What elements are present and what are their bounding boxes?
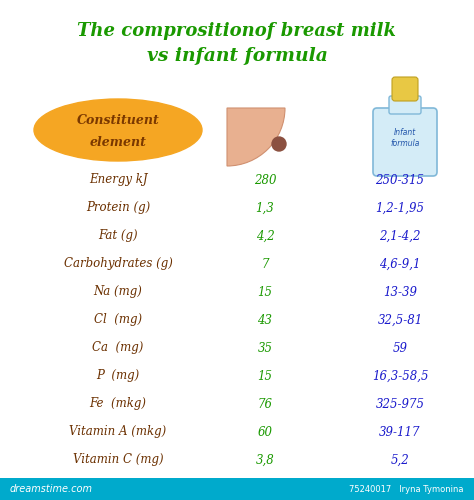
Text: Vitamin C (mg): Vitamin C (mg) (73, 454, 164, 466)
Text: 3,8: 3,8 (255, 454, 274, 466)
Text: 7: 7 (261, 258, 269, 270)
Text: 32,5-81: 32,5-81 (377, 314, 423, 326)
Text: 325-975: 325-975 (375, 398, 425, 410)
FancyBboxPatch shape (0, 478, 474, 500)
Text: element: element (90, 136, 146, 148)
Text: Fat (g): Fat (g) (98, 230, 138, 242)
Wedge shape (227, 108, 285, 166)
Text: P  (mg): P (mg) (96, 370, 140, 382)
Text: 75240017   Iryna Tymonina: 75240017 Iryna Tymonina (349, 484, 464, 494)
Text: Na (mg): Na (mg) (93, 286, 143, 298)
Text: 1,2-1,95: 1,2-1,95 (375, 202, 425, 214)
Text: 0,65-1,63: 0,65-1,63 (372, 482, 428, 494)
Text: 16,3-58,5: 16,3-58,5 (372, 370, 428, 382)
Text: 0,01: 0,01 (252, 482, 278, 494)
FancyBboxPatch shape (392, 77, 418, 101)
Text: Infant
formula: Infant formula (390, 128, 419, 148)
Text: Vitamin D (mkg): Vitamin D (mkg) (69, 482, 167, 494)
Text: 5,2: 5,2 (391, 454, 410, 466)
Text: Constituent: Constituent (77, 114, 159, 126)
Text: 280: 280 (254, 174, 276, 186)
Text: 250-315: 250-315 (375, 174, 425, 186)
FancyBboxPatch shape (389, 96, 421, 114)
Circle shape (272, 137, 286, 151)
Text: 4,2: 4,2 (255, 230, 274, 242)
Text: 59: 59 (392, 342, 408, 354)
Text: Cl  (mg): Cl (mg) (94, 314, 142, 326)
Text: The comprositionof breast milk: The comprositionof breast milk (78, 22, 396, 40)
Text: Ca  (mg): Ca (mg) (92, 342, 144, 354)
Text: 39-117: 39-117 (379, 426, 421, 438)
Text: Fe  (mkg): Fe (mkg) (90, 398, 146, 410)
Text: Protein (g): Protein (g) (86, 202, 150, 214)
Text: 2,1-4,2: 2,1-4,2 (379, 230, 421, 242)
Text: Energy kJ: Energy kJ (89, 174, 147, 186)
Text: vs infant formula: vs infant formula (146, 47, 328, 65)
Text: 4,6-9,1: 4,6-9,1 (379, 258, 421, 270)
Text: 43: 43 (257, 314, 273, 326)
Text: 35: 35 (257, 342, 273, 354)
Text: 15: 15 (257, 370, 273, 382)
Text: Vitamin A (mkg): Vitamin A (mkg) (69, 426, 167, 438)
Text: dreamstime.com: dreamstime.com (10, 484, 93, 494)
Text: 13-39: 13-39 (383, 286, 417, 298)
Text: 1,3: 1,3 (255, 202, 274, 214)
Ellipse shape (34, 99, 202, 161)
Text: 60: 60 (257, 426, 273, 438)
FancyBboxPatch shape (373, 108, 437, 176)
Text: Carbohydrates (g): Carbohydrates (g) (64, 258, 173, 270)
Text: 76: 76 (257, 398, 273, 410)
Text: 15: 15 (257, 286, 273, 298)
